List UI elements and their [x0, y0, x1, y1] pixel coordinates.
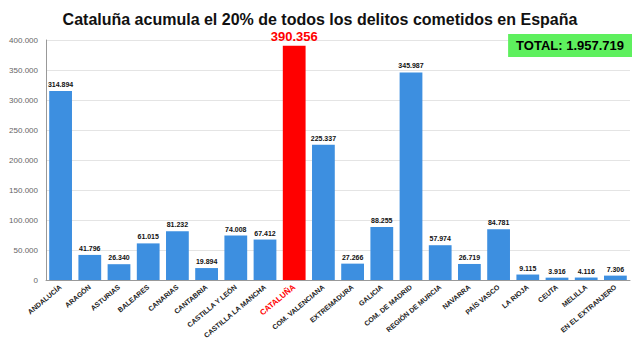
svg-text:350.000: 350.000 [9, 66, 38, 75]
svg-text:PAÍS VASCO: PAÍS VASCO [463, 282, 501, 316]
svg-text:250.000: 250.000 [9, 126, 38, 135]
svg-text:3.916: 3.916 [548, 268, 566, 275]
svg-text:345.987: 345.987 [398, 62, 423, 69]
svg-text:81.232: 81.232 [167, 221, 189, 228]
svg-text:84.781: 84.781 [488, 219, 510, 226]
svg-text:57.974: 57.974 [429, 235, 451, 242]
svg-text:41.796: 41.796 [79, 245, 101, 252]
svg-text:ASTURIAS: ASTURIAS [89, 283, 122, 312]
svg-text:7.306: 7.306 [607, 266, 625, 273]
svg-text:19.894: 19.894 [196, 258, 218, 265]
svg-text:LA RIOJA: LA RIOJA [501, 283, 530, 309]
svg-text:88.255: 88.255 [371, 217, 393, 224]
svg-text:314.894: 314.894 [48, 81, 73, 88]
svg-text:390.356: 390.356 [271, 29, 318, 44]
svg-text:BALEARES: BALEARES [116, 283, 150, 313]
svg-text:GALICIA: GALICIA [358, 283, 385, 307]
svg-text:225.337: 225.337 [311, 135, 336, 142]
svg-text:200.000: 200.000 [9, 156, 38, 165]
svg-text:ANDALUCÍA: ANDALUCÍA [26, 283, 63, 316]
svg-text:4.116: 4.116 [578, 268, 595, 275]
svg-text:CATALUÑA: CATALUÑA [258, 282, 298, 318]
svg-text:MELILLA: MELILLA [561, 283, 589, 308]
svg-text:CANARIAS: CANARIAS [146, 283, 180, 313]
svg-text:150.000: 150.000 [9, 186, 38, 195]
svg-text:26.719: 26.719 [459, 254, 481, 261]
svg-text:TOTAL: 1.957.719: TOTAL: 1.957.719 [516, 38, 624, 53]
svg-text:CANTABRIA: CANTABRIA [172, 283, 209, 316]
svg-text:CASTILLA LA MANCHA: CASTILLA LA MANCHA [203, 283, 268, 339]
svg-text:26.340: 26.340 [108, 254, 130, 261]
svg-text:300.000: 300.000 [9, 96, 38, 105]
svg-text:COM. VALENCIANA: COM. VALENCIANA [271, 283, 326, 331]
svg-text:CEUTA: CEUTA [537, 283, 560, 304]
svg-text:REGIÓN DE MURCIA: REGIÓN DE MURCIA [384, 283, 442, 334]
svg-text:NAVARRA: NAVARRA [441, 283, 472, 310]
svg-text:EN EL EXTRANJERO: EN EL EXTRANJERO [559, 283, 618, 334]
svg-text:50.000: 50.000 [14, 246, 39, 255]
svg-text:74.008: 74.008 [225, 226, 247, 233]
svg-text:61.015: 61.015 [137, 233, 159, 240]
svg-text:27.266: 27.266 [342, 254, 364, 261]
svg-text:100.000: 100.000 [9, 216, 38, 225]
svg-text:9.115: 9.115 [519, 265, 536, 272]
svg-text:COM. DE MADRID: COM. DE MADRID [363, 283, 413, 327]
svg-text:67.412: 67.412 [254, 230, 276, 237]
svg-text:400.000: 400.000 [9, 36, 38, 45]
svg-text:EXTREMADURA: EXTREMADURA [309, 283, 355, 323]
svg-text:CASTILLA Y LEÓN: CASTILLA Y LEÓN [185, 283, 238, 329]
svg-text:Cataluña acumula el 20% de tod: Cataluña acumula el 20% de todos los del… [63, 11, 578, 28]
svg-text:0: 0 [34, 276, 39, 285]
svg-text:ARAGÓN: ARAGÓN [63, 283, 92, 309]
